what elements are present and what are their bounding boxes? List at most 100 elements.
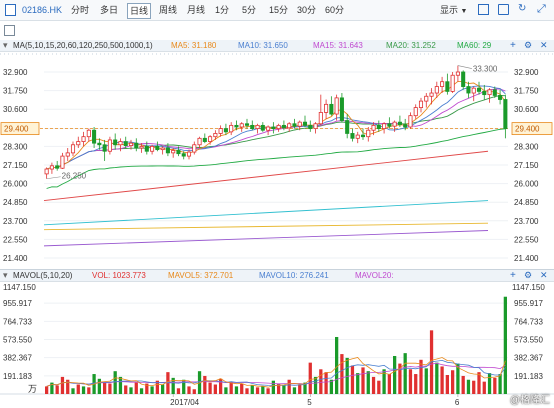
- cursor-tool-icon[interactable]: [4, 25, 15, 36]
- ma20-line: [46, 95, 506, 170]
- collapse-icon[interactable]: ▾: [3, 40, 8, 50]
- candle-body: [339, 97, 344, 121]
- period-tab-intraday[interactable]: 分时: [71, 5, 90, 15]
- settings-icon[interactable]: ⚙: [524, 40, 533, 50]
- volume-bar: [145, 383, 149, 394]
- candle-body: [181, 153, 186, 157]
- volume-bar: [155, 380, 159, 394]
- period-tab-1min[interactable]: 1分: [215, 5, 230, 15]
- candle-body: [287, 123, 292, 129]
- period-tab-weekly[interactable]: 周线: [159, 5, 178, 15]
- period-tab-5min[interactable]: 5分: [242, 5, 257, 15]
- close-icon[interactable]: ✕: [540, 40, 548, 50]
- volume-bar: [229, 381, 233, 394]
- volume-bar: [319, 369, 323, 394]
- volume-bar: [377, 380, 381, 394]
- add-icon[interactable]: +: [510, 40, 516, 51]
- candle-body: [123, 141, 128, 146]
- price-tick-right: 28.300: [514, 142, 539, 151]
- close-icon[interactable]: ✕: [540, 270, 548, 280]
- refresh-icon[interactable]: ↻: [518, 3, 527, 14]
- drawing-tools-row: [0, 21, 554, 39]
- add-icon[interactable]: +: [510, 270, 516, 281]
- price-tick-right: 21.400: [514, 254, 539, 263]
- candle-body: [424, 95, 429, 102]
- volume-bar: [329, 379, 333, 394]
- candle-body: [76, 141, 81, 146]
- volume-bar: [97, 378, 101, 394]
- settings-icon[interactable]: ⚙: [524, 270, 533, 280]
- candle-body: [308, 124, 313, 130]
- volume-bar: [134, 382, 138, 394]
- price-tick-right: 31.750: [514, 87, 539, 96]
- mavol20-line: [46, 362, 506, 387]
- candle-body: [455, 71, 460, 76]
- volume-bar: [387, 374, 391, 394]
- volume-bar: [113, 371, 117, 394]
- volume-bar: [219, 378, 223, 394]
- volume-bar: [255, 387, 260, 394]
- candle-body: [92, 129, 97, 144]
- period-tab-30min[interactable]: 30分: [297, 5, 317, 15]
- volume-bar: [313, 376, 318, 394]
- volume-bar: [50, 382, 54, 394]
- volume-bar: [477, 372, 481, 394]
- candle-body: [324, 103, 329, 113]
- candle-body: [476, 87, 482, 92]
- candle-body: [97, 142, 102, 146]
- volume-bar: [81, 386, 86, 394]
- volume-bar: [171, 377, 175, 394]
- display-dropdown[interactable]: 显示 ▼: [440, 3, 467, 17]
- volume-bar: [182, 379, 186, 394]
- volume-bar: [208, 382, 212, 394]
- volume-bar: [108, 383, 112, 394]
- candle-body: [197, 137, 202, 146]
- low-annotation-line: [46, 176, 61, 180]
- volume-bar: [45, 386, 49, 394]
- candle-body: [218, 128, 223, 134]
- candle-body: [155, 146, 160, 151]
- volume-bar: [340, 354, 344, 394]
- candle-body: [165, 147, 170, 154]
- candle-body: [202, 137, 207, 142]
- period-tab-daily[interactable]: 日线: [127, 3, 152, 19]
- candle-body: [213, 133, 218, 138]
- period-tab-multiday[interactable]: 多日: [100, 5, 119, 15]
- layout-icon[interactable]: [478, 4, 489, 15]
- period-tab-15min[interactable]: 15分: [269, 5, 289, 15]
- volume-bar: [224, 387, 228, 394]
- candle-body: [492, 89, 497, 96]
- candle-body: [60, 155, 65, 169]
- period-tab-60min[interactable]: 60分: [325, 5, 345, 15]
- volume-bar: [482, 381, 486, 394]
- candle-body: [260, 124, 265, 131]
- period-tab-monthly[interactable]: 月线: [187, 5, 206, 15]
- volume-bar: [445, 374, 449, 394]
- volume-bar: [192, 389, 196, 394]
- draw-tool-icon[interactable]: [498, 4, 509, 15]
- volume-tick-left: 573.550: [3, 336, 32, 345]
- current-price-box-right: [511, 122, 553, 136]
- price-chart: 32.900 32.900 31.750 31.750 30.600 30.600 29.4…: [0, 53, 554, 263]
- volume-bar: [129, 387, 133, 394]
- collapse-icon[interactable]: ▾: [3, 270, 8, 280]
- volume-tick-right: 191.183: [514, 372, 543, 381]
- x-axis-label: 5: [307, 398, 312, 407]
- volume-bar: [60, 376, 65, 394]
- expand-icon[interactable]: ⤢: [537, 3, 546, 15]
- stock-panel-icon[interactable]: [5, 4, 16, 16]
- volume-bar: [498, 374, 502, 394]
- candle-body: [176, 150, 181, 155]
- volume-bar: [403, 353, 407, 394]
- candle-body: [239, 123, 244, 128]
- candle-body: [482, 91, 487, 96]
- candle-body: [86, 129, 91, 138]
- price-tick-right: 32.900: [514, 68, 539, 77]
- volume-bar: [66, 379, 70, 394]
- volume-bar: [303, 382, 307, 394]
- volume-bar: [393, 355, 397, 394]
- volume-tick-right: 573.550: [514, 336, 543, 345]
- candle-body: [498, 95, 503, 100]
- candle-body: [44, 168, 49, 175]
- price-tick-right: 22.550: [514, 235, 539, 244]
